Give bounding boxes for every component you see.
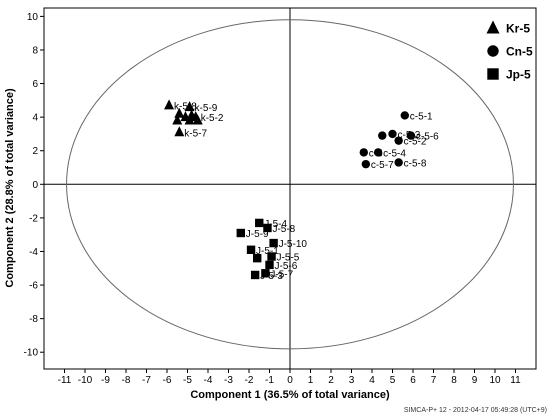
x-tick-label: -4 <box>204 375 213 386</box>
jp-5-point <box>267 252 276 261</box>
cn-5-point <box>359 148 368 157</box>
point-label: c-5-3 <box>398 130 421 141</box>
x-tick-label: 6 <box>410 375 416 386</box>
y-tick-label: -2 <box>29 213 38 224</box>
x-tick-label: 0 <box>287 375 293 386</box>
cn-5-point <box>394 158 403 167</box>
x-tick-label: 8 <box>451 375 457 386</box>
point-label: J-5-4 <box>264 219 287 230</box>
confidence-ellipse-group <box>66 19 514 350</box>
x-tick-label: -7 <box>142 375 151 386</box>
legend-label: Cn-5 <box>506 45 533 59</box>
point-label: k-5-8 <box>174 101 197 112</box>
legend-label: Jp-5 <box>506 68 531 82</box>
data-points <box>164 99 416 280</box>
legend: Kr-5 Cn-5 Jp-5 <box>486 20 533 82</box>
legend-marker-square <box>487 68 499 80</box>
point-label: c-5-4 <box>383 148 406 159</box>
cn-5-point <box>388 129 397 139</box>
y-tick-label: -6 <box>29 281 38 292</box>
x-tick-label: -10 <box>78 375 93 386</box>
x-axis-title: Component 1 (36.5% of total variance) <box>190 389 390 401</box>
x-tick-label: -5 <box>183 375 192 386</box>
jp-5-point <box>246 245 256 254</box>
y-tick-label: -10 <box>24 348 39 359</box>
legend-marker-circle <box>487 45 499 57</box>
cn-5-point <box>400 111 409 120</box>
point-label: J-5-10 <box>279 239 308 250</box>
jp-5-point <box>255 218 264 228</box>
zero-lines <box>44 8 536 369</box>
point-label: c-5-7 <box>371 160 394 171</box>
x-tick-label: 10 <box>489 375 501 386</box>
kr-5-point <box>164 99 175 110</box>
point-label: c-5-6 <box>416 132 439 143</box>
y-tick-label: -8 <box>29 314 38 325</box>
confidence-ellipse <box>66 19 514 350</box>
point-label: J-5-7 <box>270 269 293 280</box>
cn-5-point <box>378 131 387 140</box>
cn-5-point <box>394 136 403 145</box>
jp-5-point <box>236 228 245 238</box>
point-label: c-5-1 <box>410 111 433 122</box>
cn-5-point <box>373 148 383 157</box>
jp-5-point <box>269 238 278 248</box>
x-tick-label: 3 <box>349 375 355 386</box>
point-label: J-5-5 <box>277 253 300 264</box>
x-tick-label: -11 <box>58 375 72 386</box>
y-tick-label: 2 <box>32 146 38 157</box>
x-tick-label: 9 <box>472 375 478 386</box>
axis-ticks: -11 -10 -9 -8 -7 -6 -5 -4 -3 -2 -1 0 1 2 3 4 5 6 7 8 9 10 11-1… <box>24 12 522 386</box>
jp-5-point <box>261 269 270 278</box>
x-tick-label: 11 <box>510 375 521 386</box>
x-tick-label: -8 <box>122 375 131 386</box>
kr-5-point <box>192 114 203 125</box>
jp-5-point <box>265 260 274 270</box>
x-tick-label: 4 <box>369 375 375 386</box>
point-label: k-5-7 <box>184 128 207 139</box>
jp-5-point <box>253 253 262 263</box>
x-tick-label: 2 <box>328 375 334 386</box>
x-tick-label: -3 <box>224 375 233 386</box>
legend-label: Kr-5 <box>506 22 530 36</box>
x-tick-label: 1 <box>308 375 314 386</box>
cn-5-point <box>361 159 371 169</box>
y-tick-label: -4 <box>29 247 38 258</box>
kr-5-point <box>172 114 183 125</box>
kr-5-point <box>184 114 195 125</box>
x-tick-label: 7 <box>431 375 437 386</box>
point-label: k-5-2 <box>201 113 224 124</box>
jp-5-point <box>250 270 260 280</box>
cn-5-point <box>406 131 416 140</box>
kr-5-point <box>174 107 185 118</box>
point-label: J-5-9 <box>246 229 269 240</box>
kr-5-point <box>184 101 195 112</box>
legend-marker-triangle <box>486 20 500 34</box>
kr-5-point <box>174 126 185 137</box>
y-tick-label: 4 <box>32 113 38 124</box>
footer-watermark: SIMCA-P+ 12 - 2012-04-17 05:49:28 (UTC+9… <box>404 407 547 414</box>
point-labels: k-5-8k-5-9k-5-2 k-5-7 c-5-1 c-5-3c-5-6c-5-2… <box>174 101 439 282</box>
x-tick-label: -9 <box>101 375 110 386</box>
x-tick-label: -1 <box>265 375 274 386</box>
x-tick-label: -6 <box>163 375 172 386</box>
point-label: J-5-6 <box>275 261 298 272</box>
point-label: c-5-8 <box>404 158 427 169</box>
x-tick-label: 5 <box>390 375 396 386</box>
point-label: c-5 <box>369 148 383 159</box>
y-tick-label: 10 <box>27 12 39 23</box>
jp-5-point <box>263 223 272 233</box>
point-label: J-5-3 <box>260 271 283 282</box>
y-tick-label: 8 <box>32 45 38 56</box>
y-tick-label: 0 <box>32 180 38 191</box>
y-tick-label: 6 <box>32 79 38 90</box>
point-label: k-5-9 <box>195 103 218 114</box>
point-label: c-5-2 <box>404 137 427 148</box>
y-axis-title: Component 2 (28.8% of total variance) <box>4 88 16 288</box>
x-tick-label: -2 <box>245 375 254 386</box>
point-label: J-5-8 <box>272 224 295 235</box>
point-label: J-5-1 <box>256 246 279 257</box>
